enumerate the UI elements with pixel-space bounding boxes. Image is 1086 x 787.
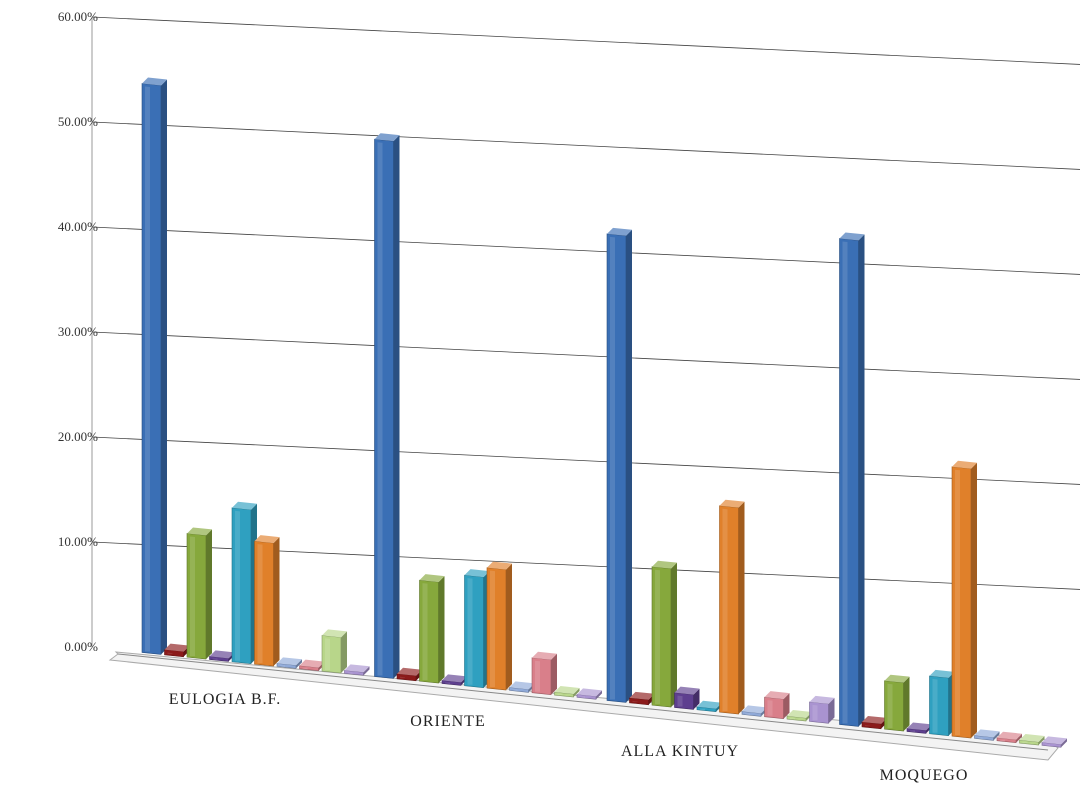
y-tick-label: 10.00% bbox=[58, 534, 98, 549]
labels: 0.00% 10.00% 20.00% 30.00% 40.00% 50.00% 60.00… bbox=[58, 9, 969, 784]
bar bbox=[809, 695, 835, 724]
bar bbox=[186, 527, 212, 660]
gridline bbox=[91, 331, 1081, 380]
y-tick-label: 30.00% bbox=[58, 324, 98, 339]
bar bbox=[299, 659, 325, 672]
bar bbox=[951, 460, 977, 739]
gridline bbox=[91, 436, 1081, 485]
bar bbox=[276, 657, 302, 669]
axes bbox=[91, 17, 1059, 761]
bar bbox=[554, 686, 580, 698]
bar bbox=[764, 691, 790, 720]
bar bbox=[1041, 736, 1067, 748]
x-axis-line bbox=[117, 653, 1049, 751]
bar bbox=[209, 650, 235, 662]
bar bbox=[839, 232, 865, 727]
y-tick-label: 40.00% bbox=[58, 219, 98, 234]
gridlines bbox=[91, 16, 1081, 590]
gridline bbox=[91, 16, 1081, 65]
bar bbox=[486, 561, 512, 691]
gridline bbox=[91, 121, 1081, 170]
bar bbox=[509, 681, 535, 693]
bar bbox=[344, 664, 370, 676]
gridline bbox=[91, 226, 1081, 275]
y-tick-label: 20.00% bbox=[58, 429, 98, 444]
bar bbox=[674, 686, 700, 710]
bar bbox=[141, 77, 167, 655]
bar bbox=[531, 651, 557, 696]
bar bbox=[231, 501, 257, 665]
y-tick-label: 50.00% bbox=[58, 114, 98, 129]
x-category-label: ALLA KINTUY bbox=[621, 743, 739, 760]
bar bbox=[441, 674, 467, 686]
bar bbox=[374, 133, 400, 679]
y-tick-label: 60.00% bbox=[58, 9, 98, 24]
chart-floor bbox=[108, 651, 1059, 761]
bar bbox=[651, 560, 677, 708]
x-category-label: ORIENTE bbox=[410, 713, 485, 730]
bar bbox=[1019, 734, 1045, 746]
bar bbox=[396, 667, 422, 682]
bar bbox=[576, 688, 602, 700]
bar bbox=[719, 499, 745, 715]
bar bbox=[974, 729, 1000, 741]
bar bbox=[906, 722, 932, 734]
bars bbox=[141, 77, 1067, 748]
bar bbox=[164, 643, 190, 658]
x-category-label: EULOGIA B.F. bbox=[169, 691, 282, 708]
x-category-label: MOQUEGO bbox=[880, 767, 969, 784]
bar bbox=[254, 535, 280, 667]
bar bbox=[419, 574, 445, 684]
bar bbox=[464, 569, 490, 689]
y-tick-label: 0.00% bbox=[64, 639, 98, 654]
bar bbox=[996, 731, 1022, 744]
bar bbox=[884, 674, 910, 732]
bar bbox=[321, 629, 347, 674]
bar bbox=[929, 669, 955, 737]
bar bbox=[606, 227, 632, 703]
